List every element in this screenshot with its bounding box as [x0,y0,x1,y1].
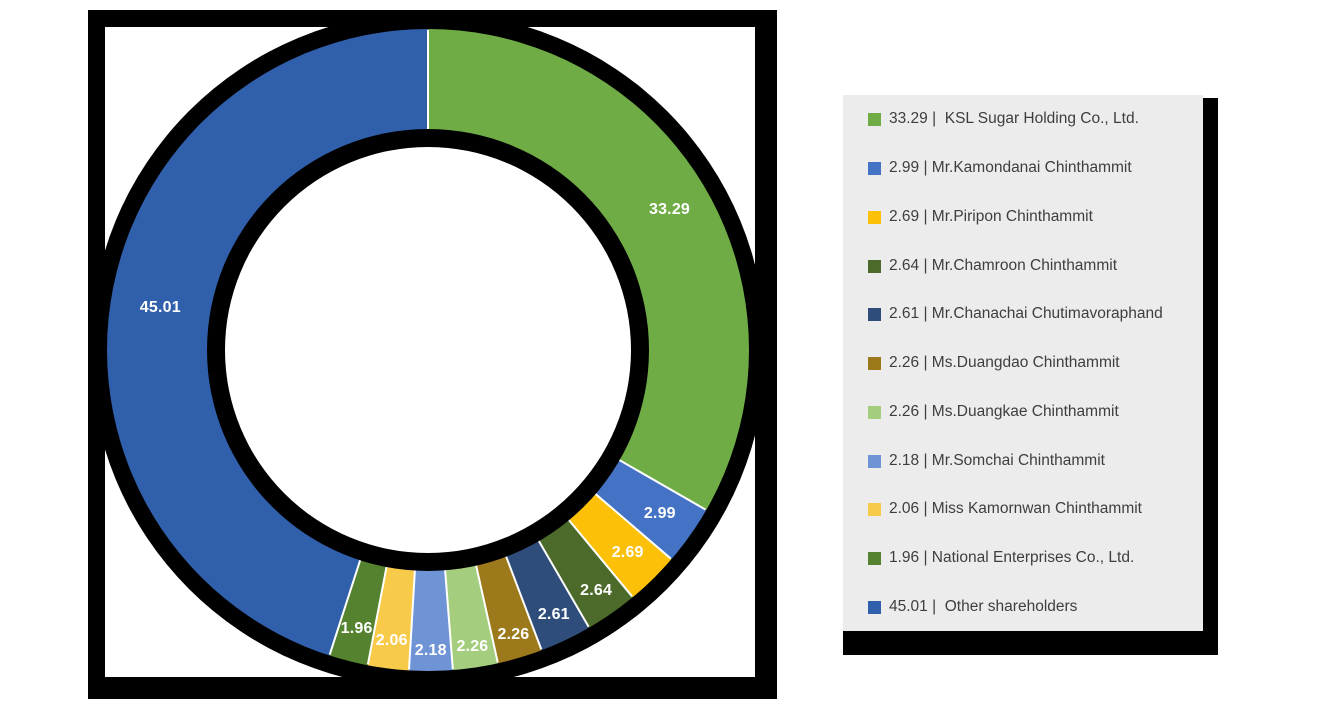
segment-label: 2.64 [580,582,613,600]
legend-swatch-icon [868,357,881,371]
legend-swatch-icon [868,308,881,322]
legend-swatch-icon [868,551,881,565]
legend-item-label: 1.96 | National Enterprises Co., Ltd. [889,548,1135,566]
legend-item: 2.26 | Ms.Duangkae Chinthammit [843,387,1203,436]
legend-item: 2.61 | Mr.Chanachai Chutimavoraphand [843,290,1203,339]
legend-swatch-icon [868,113,881,127]
legend-item-label: 33.29 | KSL Sugar Holding Co., Ltd. [889,110,1139,128]
legend-item: 2.69 | Mr.Piripon Chinthammit [843,192,1203,241]
legend-item: 2.26 | Ms.Duangdao Chinthammit [843,339,1203,388]
legend-item-label: 2.26 | Ms.Duangdao Chinthammit [889,354,1120,372]
legend-item-label: 2.06 | Miss Kamornwan Chinthammit [889,500,1142,518]
donut-hole [225,147,631,553]
legend-item: 1.96 | National Enterprises Co., Ltd. [843,534,1203,583]
legend-item-label: 2.64 | Mr.Chamroon Chinthammit [889,256,1118,274]
legend-item: 33.29 | KSL Sugar Holding Co., Ltd. [843,95,1203,144]
legend-swatch-icon [868,259,881,273]
segment-label: 45.01 [139,298,181,316]
segment-label: 33.29 [648,201,691,219]
legend-item: 45.01 | Other shareholders [843,582,1203,631]
legend-item: 2.64 | Mr.Chamroon Chinthammit [843,241,1203,290]
segment-label: 2.18 [414,641,447,659]
segment-label: 2.06 [375,631,408,649]
legend-item-label: 2.69 | Mr.Piripon Chinthammit [889,207,1093,225]
legend-shadow [843,631,1218,655]
segment-label: 2.61 [537,605,570,623]
segment-label: 2.69 [611,544,644,562]
legend-swatch-icon [868,454,881,468]
legend-swatch-icon [868,162,881,176]
legend-item: 2.18 | Mr.Somchai Chinthammit [843,436,1203,485]
legend-item: 2.99 | Mr.Kamondanai Chinthammit [843,144,1203,193]
legend-item-label: 2.26 | Ms.Duangkae Chinthammit [889,402,1119,420]
segment-label: 2.26 [497,626,530,644]
legend-swatch-icon [868,503,881,517]
legend-item-label: 2.18 | Mr.Somchai Chinthammit [889,451,1105,469]
legend-item: 2.06 | Miss Kamornwan Chinthammit [843,485,1203,534]
chart-legend: 33.29 | KSL Sugar Holding Co., Ltd. 2.99 … [843,95,1203,631]
legend-item-label: 2.99 | Mr.Kamondanai Chinthammit [889,159,1132,177]
legend-swatch-icon [868,210,881,224]
segment-label: 2.99 [643,505,676,523]
legend-swatch-icon [868,405,881,419]
legend-item-label: 2.61 | Mr.Chanachai Chutimavoraphand [889,305,1163,323]
segment-label: 1.96 [340,620,373,637]
segment-label: 2.26 [456,637,489,655]
legend-swatch-icon [868,600,881,614]
legend-item-label: 45.01 | Other shareholders [889,597,1078,615]
legend-shadow [1203,98,1218,655]
